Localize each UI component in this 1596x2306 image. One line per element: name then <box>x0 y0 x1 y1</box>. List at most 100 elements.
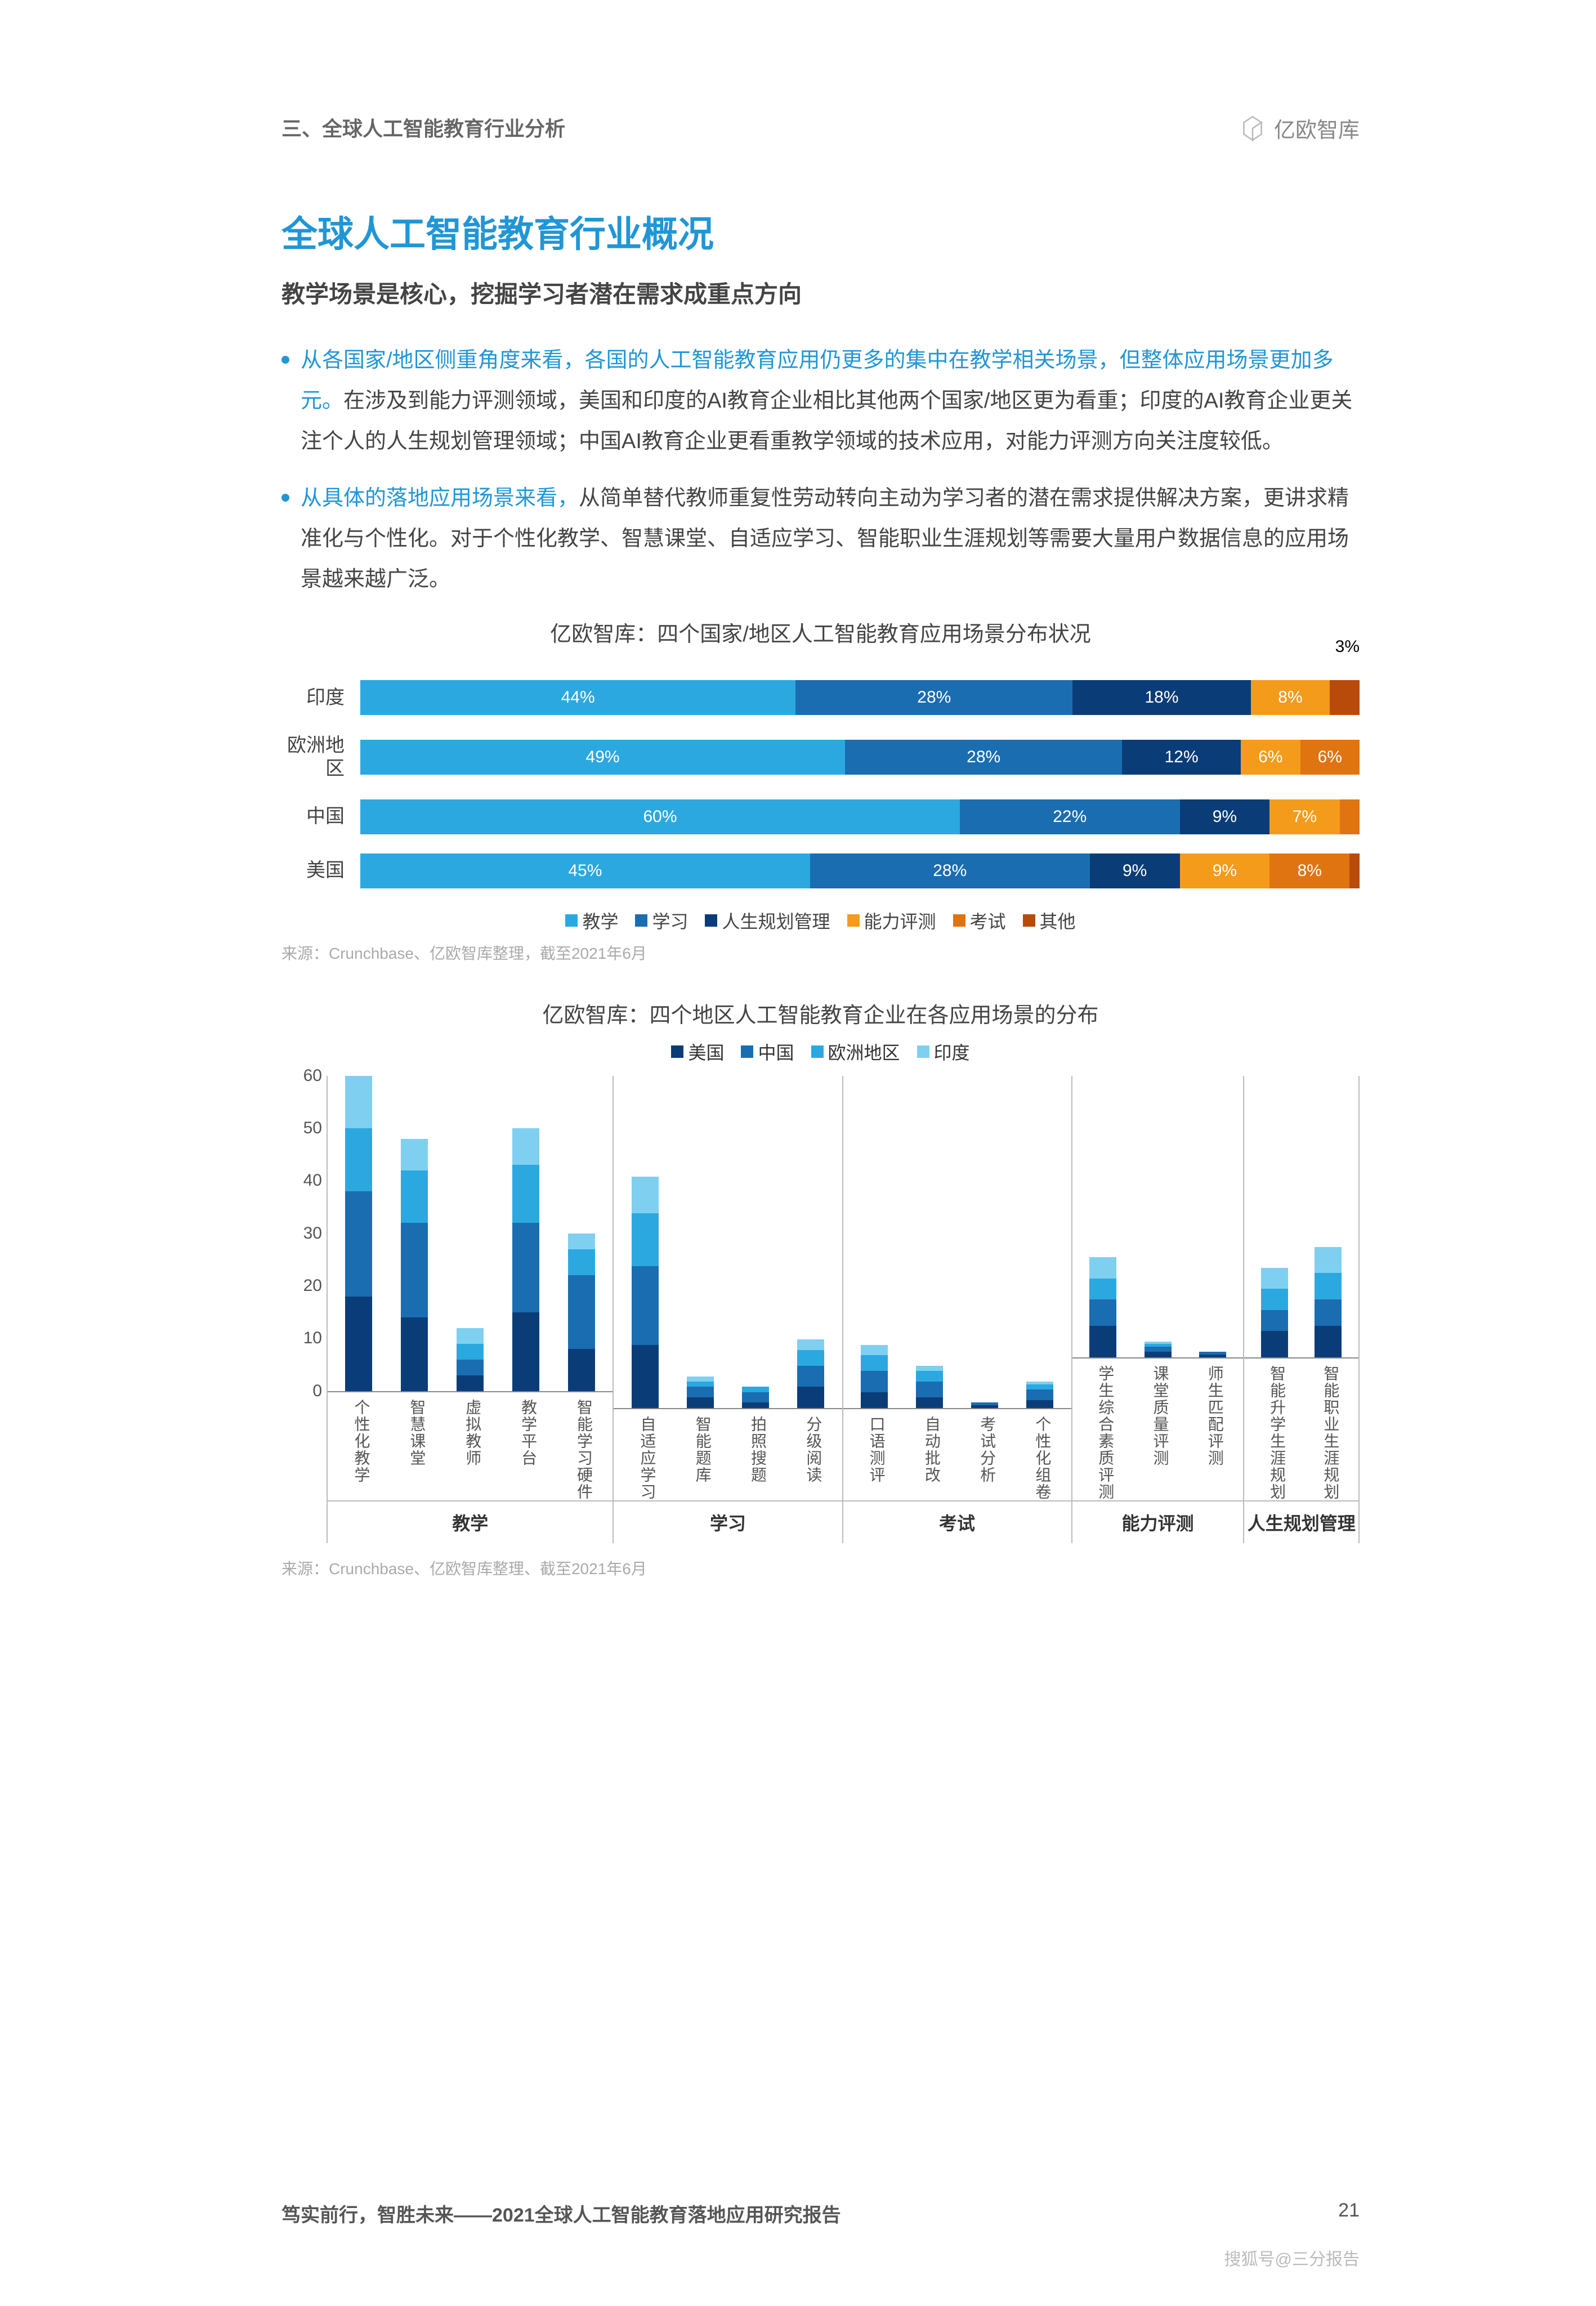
vbar <box>1261 1268 1288 1357</box>
vbar-segment <box>797 1350 824 1366</box>
vbar-segment <box>687 1397 714 1408</box>
legend-item: 印度 <box>917 1039 970 1065</box>
vbar-segment <box>687 1382 714 1387</box>
vbar-segment <box>345 1076 372 1128</box>
legend-label: 美国 <box>688 1039 724 1065</box>
legend-label: 学习 <box>652 908 688 933</box>
hbar-segment: 7% <box>1269 799 1339 834</box>
vbar-segment <box>742 1392 769 1403</box>
legend-item: 教学 <box>565 908 618 933</box>
chart2-title: 亿欧智库：四个地区人工智能教育企业在各应用场景的分布 <box>281 998 1360 1029</box>
vbar-segment <box>345 1128 372 1191</box>
vbar-segment <box>1261 1268 1288 1289</box>
group-label: 学习 <box>614 1500 842 1543</box>
bullet-highlight: 从具体的落地应用场景来看， <box>301 486 579 510</box>
legend-swatch <box>705 914 717 927</box>
bullet-rest: 在涉及到能力评测领域，美国和印度的AI教育企业相比其他两个国家/地区更为看重；印… <box>301 389 1352 453</box>
chart2-source: 来源：Crunchbase、亿欧智库整理、截至2021年6月 <box>281 1557 1360 1579</box>
hbar-segment: 18% <box>1072 680 1250 715</box>
hbar-segment: 9% <box>1180 799 1270 834</box>
page-subtitle: 教学场景是核心，挖掘学习者潜在需求成重点方向 <box>281 275 1360 310</box>
vbar-segment <box>632 1345 659 1408</box>
bullet-list: 从各国家/地区侧重角度来看，各国的人工智能教育应用仍更多的集中在教学相关场景，但… <box>281 340 1360 600</box>
hbar-segment: 44% <box>360 680 795 715</box>
hbar-segment: 28% <box>795 680 1072 715</box>
y-tick: 10 <box>303 1329 322 1348</box>
page: 三、全球人工智能教育行业分析 亿欧智库 全球人工智能教育行业概况 教学场景是核心… <box>0 0 1596 2306</box>
hbar-row: 中国60%22%9%7% <box>281 799 1360 834</box>
legend-label: 教学 <box>582 908 618 933</box>
hbar-bar: 45%28%9%9%8% <box>360 853 1360 888</box>
watermark: 搜狐号@三分报告 <box>1224 2245 1360 2270</box>
vbar-segment <box>568 1349 595 1391</box>
hbar-category: 中国 <box>281 805 360 828</box>
vbar-segment <box>687 1387 714 1397</box>
vbar <box>1199 1352 1226 1357</box>
vbar-segment <box>916 1366 943 1371</box>
bars-row <box>328 1076 613 1392</box>
vbar-segment <box>345 1297 372 1391</box>
bars-row <box>843 1076 1071 1409</box>
vbar-segment <box>401 1223 428 1317</box>
vbar-segment <box>1315 1326 1342 1357</box>
vbar-segment <box>401 1317 428 1391</box>
category-labels: 口语测评自动批改考试分析个性化组卷 <box>843 1409 1071 1500</box>
vbar-segment <box>971 1405 998 1408</box>
bar-group: 学生综合素质评测课堂质量评测师生匹配评测能力评测 <box>1071 1076 1245 1543</box>
legend-label: 其他 <box>1040 908 1076 933</box>
legend-item: 能力评测 <box>847 908 936 933</box>
vbar-segment <box>1089 1326 1116 1357</box>
legend-label: 印度 <box>934 1039 970 1065</box>
vbar-segment <box>632 1213 659 1266</box>
chart1-source: 来源：Crunchbase、亿欧智库整理，截至2021年6月 <box>281 941 1360 964</box>
vbar-segment <box>457 1344 484 1360</box>
vbar-segment <box>1145 1347 1172 1352</box>
category-label: 虚拟教师 <box>457 1399 484 1500</box>
vbar-segment <box>1026 1400 1053 1408</box>
hbar-segment: 8% <box>1251 680 1330 715</box>
legend-item: 欧洲地区 <box>811 1039 900 1065</box>
hbar-segment: 45% <box>360 853 810 888</box>
bullet-text: 从各国家/地区侧重角度来看，各国的人工智能教育应用仍更多的集中在教学相关场景，但… <box>301 340 1360 462</box>
legend-swatch <box>565 914 578 927</box>
vbar <box>345 1076 372 1391</box>
vbar <box>742 1387 769 1407</box>
category-label: 师生匹配评测 <box>1199 1365 1226 1500</box>
vbar-segment <box>1315 1273 1342 1299</box>
vbar-segment <box>568 1234 595 1249</box>
vbar-segment <box>568 1275 595 1349</box>
hbar-row: 美国45%28%9%9%8% <box>281 853 1360 888</box>
vbar-segment <box>861 1355 888 1371</box>
vbar-segment <box>1026 1384 1053 1389</box>
vbar-segment <box>401 1170 428 1223</box>
hbar-bar: 44%28%18%8% <box>360 680 1360 715</box>
hbar-category: 印度 <box>281 686 360 709</box>
chart1-overflow-label: 3% <box>1335 637 1360 656</box>
logo-text: 亿欧智库 <box>1274 113 1360 144</box>
hbar-segment <box>1330 680 1360 715</box>
vbar-segment <box>797 1387 824 1407</box>
header: 三、全球人工智能教育行业分析 亿欧智库 <box>281 113 1360 144</box>
bar-group: 智能升学生涯规划智能职业生涯规划人生规划管理 <box>1243 1076 1360 1543</box>
vbar <box>916 1366 943 1408</box>
chart1-plot: 3% 印度44%28%18%8%欧洲地区49%28%12%6%6%中国60%22… <box>281 658 1360 888</box>
legend-item: 其他 <box>1023 908 1076 933</box>
group-label: 教学 <box>328 1500 613 1543</box>
hbar-segment: 28% <box>845 740 1122 775</box>
hbar-bar: 60%22%9%7% <box>360 799 1360 834</box>
hbar-segment: 60% <box>360 799 960 834</box>
y-tick: 0 <box>312 1382 322 1401</box>
category-label: 智慧课堂 <box>401 1399 428 1500</box>
vbar-segment <box>457 1360 484 1375</box>
hbar-segment: 6% <box>1241 740 1300 775</box>
category-label: 智能学习硬件 <box>568 1399 595 1500</box>
vbar-segment <box>916 1397 943 1408</box>
vbar-segment <box>1261 1331 1288 1357</box>
legend-swatch <box>671 1045 683 1058</box>
y-tick: 60 <box>303 1066 322 1085</box>
category-labels: 智能升学生涯规划智能职业生涯规划 <box>1244 1358 1358 1500</box>
bars-row <box>614 1076 842 1409</box>
brand-logo: 亿欧智库 <box>1238 113 1360 144</box>
hbar-segment: 9% <box>1090 853 1180 888</box>
legend-label: 欧洲地区 <box>828 1039 900 1065</box>
